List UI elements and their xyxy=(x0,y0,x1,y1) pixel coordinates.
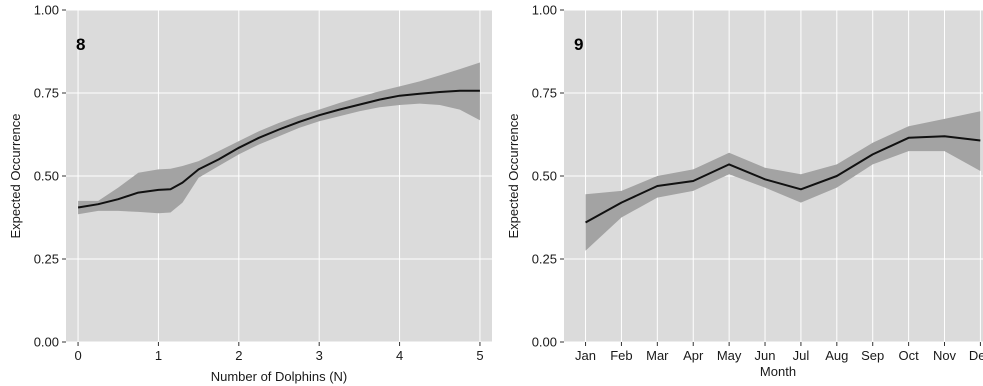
x-tick-label: Jan xyxy=(575,348,596,363)
y-tick-label: 0.50 xyxy=(34,169,59,184)
x-tick-label: Feb xyxy=(610,348,632,363)
x-tick-label: 3 xyxy=(316,348,323,363)
x-tick-label: Apr xyxy=(683,348,704,363)
x-tick-label: Nov xyxy=(933,348,957,363)
panel-label: 9 xyxy=(574,35,583,54)
y-tick-label: 0.25 xyxy=(532,252,557,267)
y-axis-title: Expected Occurrence xyxy=(8,113,23,238)
y-tick-label: 0.75 xyxy=(532,86,557,101)
x-tick-label: 4 xyxy=(396,348,403,363)
x-tick-label: 0 xyxy=(74,348,81,363)
x-tick-label: 2 xyxy=(235,348,242,363)
y-axis-title: Expected Occurrence xyxy=(506,113,521,238)
panel-label: 8 xyxy=(76,35,85,54)
y-tick-label: 1.00 xyxy=(532,3,557,18)
x-tick-label: Aug xyxy=(825,348,848,363)
series-line xyxy=(585,135,981,224)
x-tick-label: Jul xyxy=(793,348,810,363)
x-tick-label: 1 xyxy=(155,348,162,363)
x-tick-label: Jun xyxy=(755,348,776,363)
y-tick-label: 0.25 xyxy=(34,252,59,267)
x-tick-label: May xyxy=(717,348,742,363)
x-axis-title: Number of Dolphins (N) xyxy=(211,369,348,384)
x-tick-label: Mar xyxy=(646,348,669,363)
confidence-ribbon xyxy=(585,111,981,251)
x-tick-label: 5 xyxy=(476,348,483,363)
y-tick-label: 0.50 xyxy=(532,169,557,184)
x-tick-label: Dec xyxy=(969,348,983,363)
y-tick-label: 0.00 xyxy=(34,335,59,350)
y-tick-label: 0.00 xyxy=(532,335,557,350)
x-tick-label: Oct xyxy=(898,348,919,363)
panel-8: 0.00 0.25 0.50 0.75 1.00 0 1 2 3 4 5 8 Number of Dol… xyxy=(8,3,492,384)
y-tick-label: 1.00 xyxy=(34,3,59,18)
series-line xyxy=(77,89,480,209)
y-tick-label: 0.75 xyxy=(34,86,59,101)
panel-9: 0.00 0.25 0.50 0.75 1.00 Jan Feb Mar Apr May Jun Ju… xyxy=(506,3,983,379)
x-axis-title: Month xyxy=(760,364,796,379)
x-tick-label: Sep xyxy=(861,348,884,363)
